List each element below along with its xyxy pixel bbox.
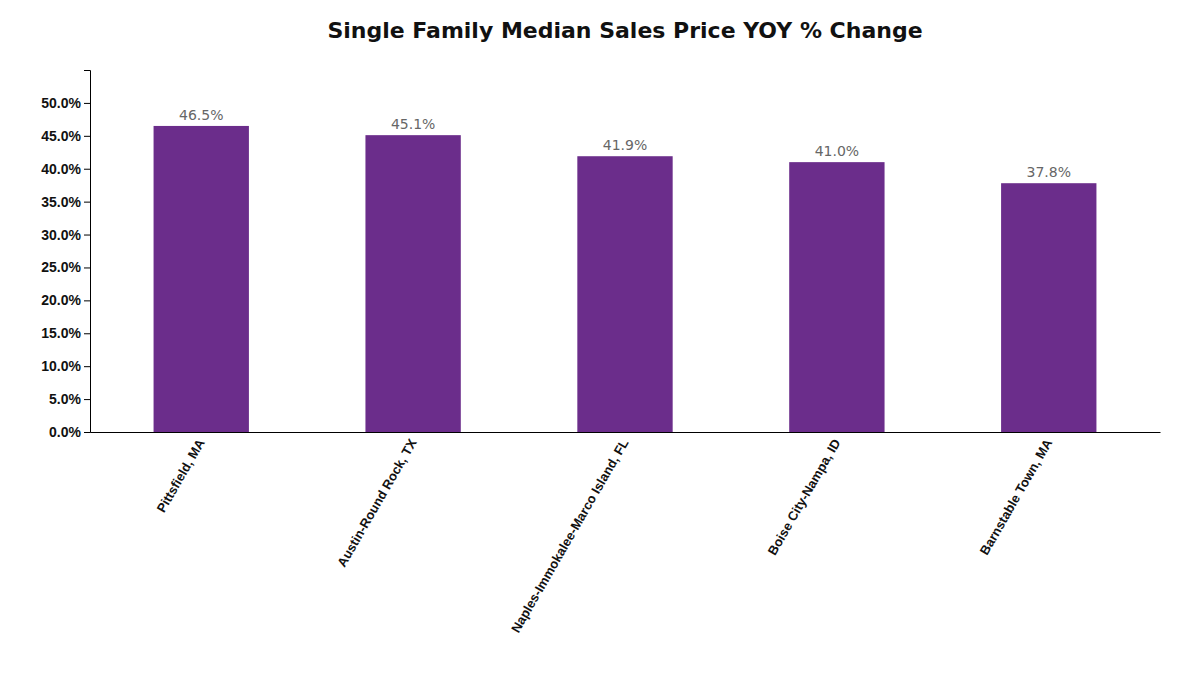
y-tick-label: 0.0% [49, 424, 81, 440]
data-label: 37.8% [1027, 164, 1071, 180]
y-tick-label: 15.0% [41, 325, 81, 341]
y-tick-mark [84, 300, 90, 301]
y-tick: 35.0% [41, 194, 90, 210]
y-tick-mark [84, 202, 90, 203]
y-tick-label: 35.0% [41, 194, 81, 210]
x-tick: Austin-Round Rock, TX [334, 436, 420, 569]
title: Single Family Median Sales Price YOY % C… [327, 18, 922, 43]
x-axis: Pittsfield, MA Austin-Round Rock, TX Naple… [91, 433, 1161, 636]
y-tick: 15.0% [41, 325, 90, 341]
y-tick: 5.0% [49, 391, 90, 407]
y-tick: 20.0% [41, 292, 90, 308]
y-tick-mark [84, 136, 90, 137]
x-tick: Pittsfield, MA [154, 436, 208, 515]
data-labels: 46.5% 45.1% 41.9% 41.0% 37.8% [179, 107, 1071, 180]
data-label: 46.5% [179, 107, 223, 123]
y-tick-mark [84, 399, 90, 400]
y-tick-label: 40.0% [41, 161, 81, 177]
y-axis: 0.0% 5.0% 10.0% 15.0% 20.0% 25.0% 30.0% 35.0% 40… [41, 71, 90, 440]
y-tick: 25.0% [41, 259, 90, 275]
x-axis-line [91, 432, 1161, 433]
bar [1001, 183, 1096, 432]
bar [154, 126, 249, 432]
x-tick-label: Naples-Immokalee-Marco Island, FL [508, 436, 632, 635]
x-tick-label: Barnstable Town, MA [977, 436, 1056, 558]
bar [789, 162, 884, 432]
y-tick-mark [84, 235, 90, 236]
bars [154, 126, 1097, 432]
plot: 0.0% 5.0% 10.0% 15.0% 20.0% 25.0% 30.0% 35.0% 40… [41, 71, 1160, 636]
y-tick-mark [84, 333, 90, 334]
y-tick-label: 20.0% [41, 292, 81, 308]
data-label: 41.0% [815, 143, 859, 159]
x-tick-label: Pittsfield, MA [154, 436, 208, 515]
x-tick-label: Austin-Round Rock, TX [334, 436, 420, 569]
y-tick-mark [84, 169, 90, 170]
data-label: 45.1% [391, 116, 435, 132]
x-tick: Barnstable Town, MA [977, 436, 1056, 558]
x-tick-label: Boise City-Nampa, ID [765, 436, 844, 557]
y-tick-mark [84, 103, 90, 104]
y-tick: 10.0% [41, 358, 90, 374]
x-tick: Boise City-Nampa, ID [765, 436, 844, 557]
bar [577, 156, 672, 432]
y-tick-label: 45.0% [41, 128, 81, 144]
y-tick: 45.0% [41, 128, 90, 144]
y-tick-mark [84, 432, 90, 433]
y-tick-mark [84, 366, 90, 367]
y-tick-label: 5.0% [49, 391, 81, 407]
x-tick: Naples-Immokalee-Marco Island, FL [508, 436, 632, 635]
data-label: 41.9% [603, 137, 647, 153]
y-tick-label: 10.0% [41, 358, 81, 374]
chart: 0.0% 5.0% 10.0% 15.0% 20.0% 25.0% 30.0% 35.0% 40… [0, 0, 1200, 697]
y-tick-label: 25.0% [41, 259, 81, 275]
y-axis-line [84, 71, 91, 433]
bar [365, 135, 460, 432]
y-tick: 0.0% [49, 424, 90, 440]
y-tick-label: 30.0% [41, 227, 81, 243]
y-tick: 50.0% [41, 95, 90, 111]
y-tick: 40.0% [41, 161, 90, 177]
y-tick-label: 50.0% [41, 95, 81, 111]
y-tick: 30.0% [41, 227, 90, 243]
y-tick-mark [84, 267, 90, 268]
